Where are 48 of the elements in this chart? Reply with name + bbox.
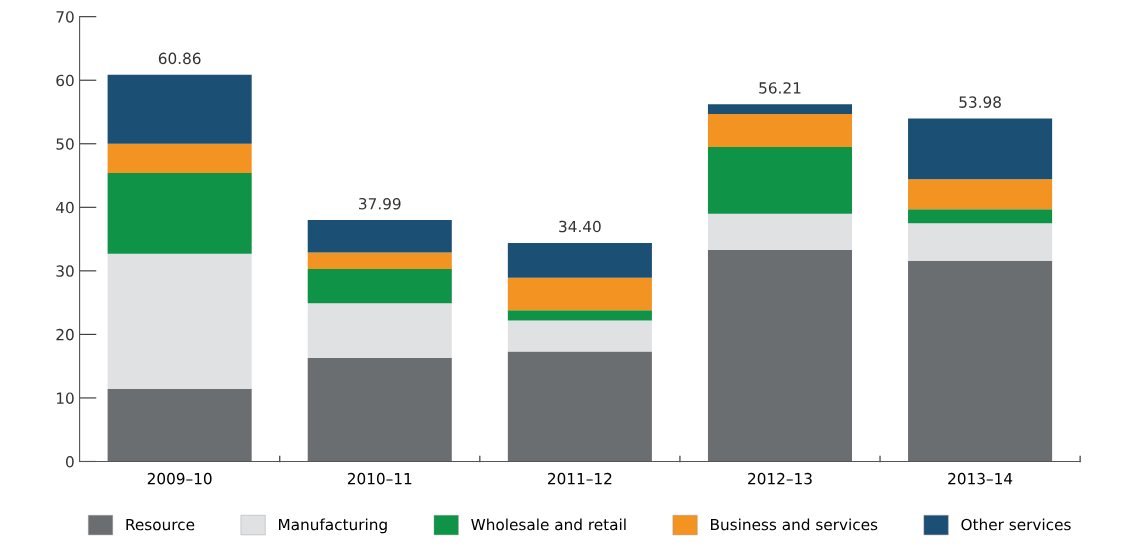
- legend-label: Manufacturing: [279, 518, 387, 534]
- bar: [307, 220, 452, 253]
- bar: [908, 118, 1053, 180]
- total-label: 60.86: [158, 52, 201, 65]
- bar: [908, 260, 1053, 462]
- bar: [507, 242, 652, 278]
- total-label: 37.99: [359, 197, 401, 210]
- legend-label: Other services: [961, 518, 1071, 531]
- bar: [107, 389, 252, 462]
- bar: [507, 277, 652, 311]
- legend-label: Resource: [126, 518, 195, 531]
- x-tick-label: 2012–13: [748, 472, 812, 485]
- bar: [507, 320, 652, 352]
- bar: [707, 213, 853, 250]
- x-tick-label: 2013–14: [948, 472, 1013, 485]
- bar: [707, 104, 853, 114]
- y-tick-label: 20: [56, 328, 74, 341]
- y-tick-label: 40: [56, 201, 74, 214]
- total-label: 34.40: [559, 220, 601, 233]
- bar: [507, 310, 652, 321]
- bar: [107, 253, 252, 390]
- bar: [707, 249, 853, 462]
- y-tick-label: 10: [56, 392, 74, 404]
- x-tick-label: 2011–12: [548, 472, 612, 485]
- y-tick-label: 30: [56, 265, 74, 277]
- x-tick-label: 2010–11: [347, 472, 412, 485]
- bar: [908, 209, 1053, 224]
- total-label: 53.98: [959, 96, 1001, 108]
- bar: [107, 74, 252, 144]
- bar: [908, 223, 1053, 261]
- bar: [507, 351, 652, 462]
- x-tick-label: 2009–10: [147, 472, 212, 485]
- legend-label: Business and services: [711, 518, 878, 531]
- bar: [307, 357, 452, 462]
- bar: [707, 146, 853, 214]
- y-tick-label: 60: [56, 74, 74, 87]
- total-label: 56.21: [759, 82, 801, 94]
- y-tick-label: 50: [56, 138, 74, 150]
- bar: [107, 143, 252, 173]
- y-tick-label: 0: [66, 455, 74, 468]
- bar: [908, 179, 1053, 210]
- bar: [307, 268, 452, 304]
- bar: [107, 173, 252, 254]
- bar: [307, 303, 452, 358]
- bar: [307, 252, 452, 269]
- bar: [707, 113, 853, 147]
- legend-label: Wholesale and retail: [471, 518, 626, 531]
- y-tick-label: 70: [56, 11, 74, 23]
